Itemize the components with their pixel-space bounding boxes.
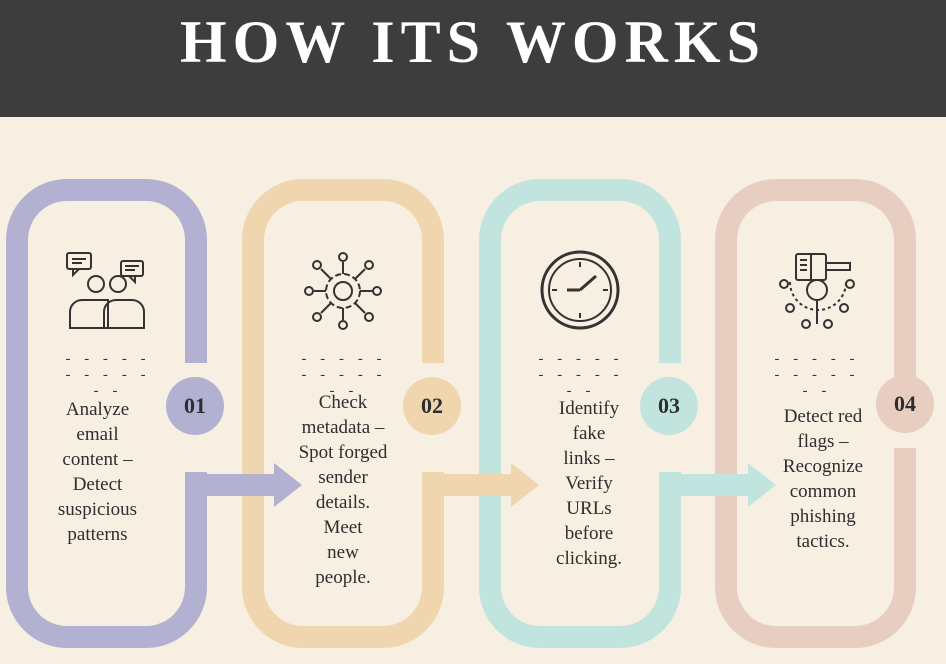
loop-step-2 xyxy=(242,179,444,648)
step-description-3: Identify fake links – Verify URLs before… xyxy=(556,398,622,569)
step-description-4: Detect red flags – Recognize common phis… xyxy=(782,406,864,552)
arrow-2-to-3 xyxy=(511,463,539,507)
step-number-1: 01 xyxy=(166,377,224,435)
process-flow-graphic xyxy=(6,179,916,648)
loop-step-3 xyxy=(479,179,681,648)
discussion-people-icon xyxy=(66,252,145,329)
gear-network-icon xyxy=(304,252,382,330)
step-description-2: Check metadata – Spot forged sender deta… xyxy=(298,392,388,588)
divider-2: - - - - - - - - - - - - xyxy=(299,352,385,400)
divider-4: - - - - - - - - - - - - xyxy=(772,352,858,400)
page-title: HOW ITS WORKS xyxy=(180,9,766,75)
loop-step-4 xyxy=(715,179,916,648)
divider-1: - - - - - - - - - - - - xyxy=(63,352,149,400)
research-mind-icon xyxy=(779,253,855,329)
clock-icon xyxy=(540,250,620,330)
loop-step-1 xyxy=(6,179,207,648)
step-number-3: 03 xyxy=(640,377,698,435)
arrow-3-to-4 xyxy=(748,463,776,507)
step-number-2: 02 xyxy=(403,377,461,435)
step-description-1: Analyze email content – Detect suspiciou… xyxy=(57,399,138,545)
arrow-1-to-2 xyxy=(274,463,302,507)
divider-3: - - - - - - - - - - - - xyxy=(536,352,622,400)
step-number-4: 04 xyxy=(876,375,934,433)
header-bar xyxy=(0,0,946,117)
